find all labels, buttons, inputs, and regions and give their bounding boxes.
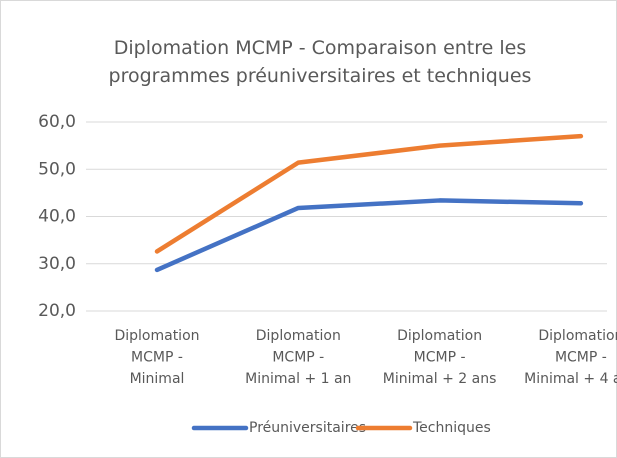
y-tick-label: 30,0	[38, 254, 76, 274]
x-tick-label: Diplomation MCMP -Minimal + 2 ans	[383, 328, 497, 387]
line-series	[154, 198, 584, 273]
chart-title: Diplomation MCMP - Comparaison entre les…	[109, 37, 532, 87]
legend-label: Préuniversitaires	[249, 420, 366, 436]
legend-label: Techniques	[412, 420, 491, 436]
y-tick-label: 20,0	[38, 301, 76, 321]
y-tick-label: 50,0	[38, 159, 76, 179]
y-tick-label: 60,0	[38, 112, 76, 132]
line-series	[154, 133, 584, 254]
x-tick-label: Diplomation MCMP -Minimal + 1 an	[245, 328, 351, 387]
x-tick-label: Diplomation MCMP -Minimal	[114, 328, 199, 387]
y-tick-label: 40,0	[38, 207, 76, 227]
